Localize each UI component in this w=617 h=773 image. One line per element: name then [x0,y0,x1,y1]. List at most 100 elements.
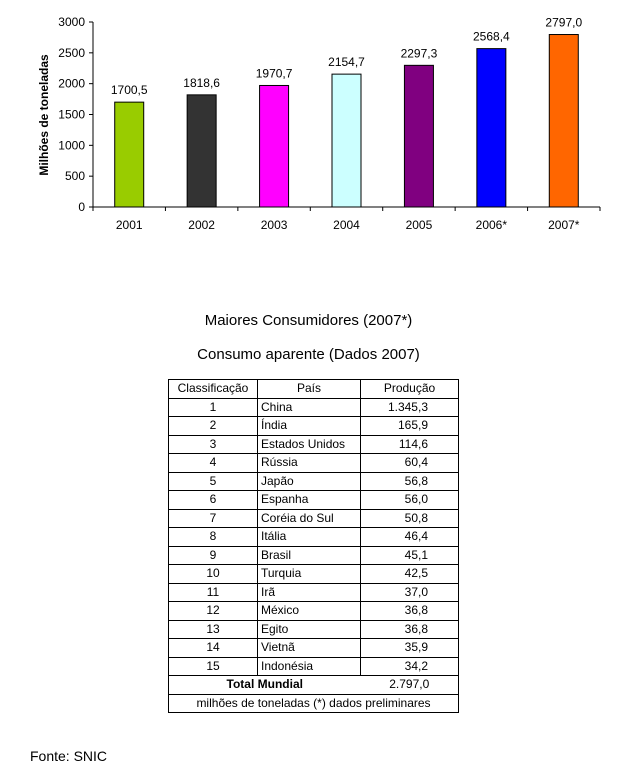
table-row: 6 Espanha 56,0 [168,490,459,510]
country-cell: México [257,601,361,621]
table-row: 7 Coréia do Sul 50,8 [168,508,459,528]
rank-cell: 9 [168,545,258,565]
bar [403,64,434,208]
table-row: 3 Estados Unidos 114,6 [168,434,459,454]
table-row: 10 Turquia 42,5 [168,564,459,584]
header-rank: Classificação [168,379,258,399]
production-cell: 165,9 [360,416,459,436]
table-row: 5 Japão 56,8 [168,471,459,491]
bar [476,48,507,208]
country-cell: Vietnã [257,638,361,658]
bar [186,94,217,208]
table-row: 12 México 36,8 [168,601,459,621]
table-note: milhões de toneladas (*) dados prelimina… [168,693,459,713]
note-row: milhões de toneladas (*) dados prelimina… [168,693,459,713]
table-title: Maiores Consumidores (2007*) [204,312,413,329]
rank-cell: 1 [168,397,258,417]
country-cell: China [257,397,361,417]
consumers-table: Classificação País Produção 1 China 1.345,… [168,379,459,713]
chart-axes: 0 500 1000 1500 2000 2500 3000 2001 2002 2003 2004… [58,15,601,232]
data-label: 2154,7 [328,55,365,69]
country-cell: Itália [257,527,361,547]
table-subtitle: Consumo aparente (Dados 2007) [197,346,420,363]
production-cell: 34,2 [360,656,459,676]
total-label: Total Mundial [168,675,361,694]
data-label: 1970,7 [256,66,293,80]
country-cell: Espanha [257,490,361,510]
table-row: 13 Egito 36,8 [168,619,459,639]
production-cell: 42,5 [360,564,459,584]
bar [114,101,145,208]
table-row: 9 Brasil 45,1 [168,545,459,565]
y-axis-label: Milhões de toneladas [37,54,51,176]
rank-cell: 14 [168,638,258,658]
y-tick-label: 1500 [58,108,85,122]
production-cell: 45,1 [360,545,459,565]
total-value: 2.797,0 [360,675,459,694]
rank-cell: 6 [168,490,258,510]
production-cell: 50,8 [360,508,459,528]
production-cell: 36,8 [360,619,459,639]
country-cell: Estados Unidos [257,434,361,454]
table-header-row: Classificação País Produção [168,379,459,399]
production-cell: 56,0 [360,490,459,510]
total-row: Total Mundial 2.797,0 [168,675,459,694]
country-cell: Brasil [257,545,361,565]
table-row: 15 Indonésia 34,2 [168,656,459,676]
rank-cell: 8 [168,527,258,547]
production-cell: 56,8 [360,471,459,491]
rank-cell: 4 [168,453,258,473]
header-country: País [257,379,361,399]
rank-cell: 11 [168,582,258,602]
x-tick-label: 2004 [333,218,360,232]
header-production: Produção [360,379,459,399]
y-tick-label: 3000 [58,15,85,29]
data-label: 2568,4 [473,30,510,44]
production-cell: 37,0 [360,582,459,602]
chart-bars: 1700,5 1818,6 1970,7 2154,7 2297,3 2568,4 2797… [111,16,582,208]
rank-cell: 10 [168,564,258,584]
production-cell: 114,6 [360,434,459,454]
y-tick-label: 1000 [58,138,85,152]
x-tick-label: 2006* [476,218,508,232]
production-cell: 35,9 [360,638,459,658]
bar [548,34,579,208]
rank-cell: 3 [168,434,258,454]
rank-cell: 2 [168,416,258,436]
country-cell: Rússia [257,453,361,473]
x-tick-label: 2005 [406,218,433,232]
y-tick-label: 0 [78,200,85,214]
data-label: 1700,5 [111,83,148,97]
y-tick-label: 2000 [58,77,85,91]
country-cell: Índia [257,416,361,436]
table-row: 11 Irã 37,0 [168,582,459,602]
x-tick-label: 2001 [116,218,143,232]
table-row: 8 Itália 46,4 [168,527,459,547]
y-tick-label: 500 [65,169,85,183]
y-tick-label: 2500 [58,46,85,60]
production-cell: 60,4 [360,453,459,473]
rank-cell: 5 [168,471,258,491]
country-cell: Indonésia [257,656,361,676]
rank-cell: 13 [168,619,258,639]
production-cell: 46,4 [360,527,459,547]
rank-cell: 12 [168,601,258,621]
country-cell: Turquia [257,564,361,584]
bar-chart: 0 500 1000 1500 2000 2500 3000 2001 2002 2003 2004… [37,15,601,232]
x-tick-label: 2002 [188,218,215,232]
rank-cell: 15 [168,656,258,676]
table-row: 1 China 1.345,3 [168,397,459,417]
x-tick-label: 2007* [548,218,580,232]
country-cell: Egito [257,619,361,639]
table-row: 2 Índia 165,9 [168,416,459,436]
production-cell: 1.345,3 [360,397,459,417]
country-cell: Coréia do Sul [257,508,361,528]
data-label: 2297,3 [401,46,438,60]
data-label: 1818,6 [183,76,220,90]
table-row: 4 Rússia 60,4 [168,453,459,473]
source-note: Fonte: SNIC [30,748,108,764]
x-tick-label: 2003 [261,218,288,232]
rank-cell: 7 [168,508,258,528]
country-cell: Irã [257,582,361,602]
data-label: 2797,0 [545,16,582,30]
